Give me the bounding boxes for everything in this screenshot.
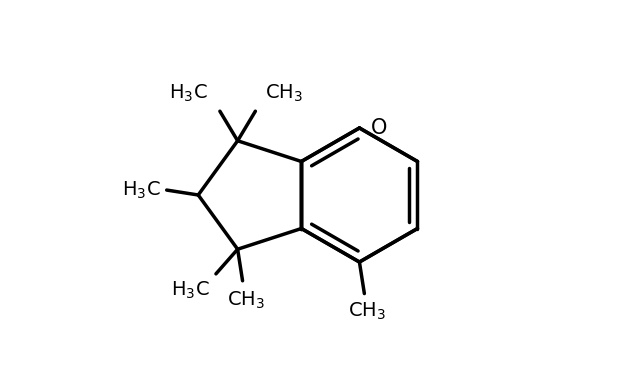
- Text: CH$_3$: CH$_3$: [227, 290, 264, 311]
- Text: H$_3$C: H$_3$C: [170, 83, 208, 104]
- Text: CH$_3$: CH$_3$: [265, 83, 303, 104]
- Text: O: O: [371, 118, 388, 138]
- Text: H$_3$C: H$_3$C: [172, 280, 210, 301]
- Text: H$_3$C: H$_3$C: [122, 179, 161, 201]
- Text: CH$_3$: CH$_3$: [348, 301, 387, 322]
